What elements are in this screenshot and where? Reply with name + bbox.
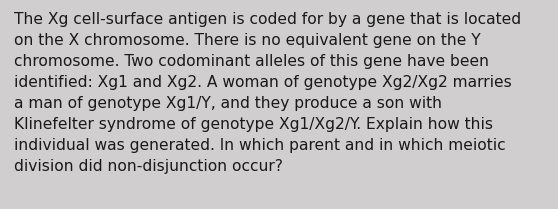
Text: The Xg cell-surface antigen is coded for by a gene that is located
on the X chro: The Xg cell-surface antigen is coded for… (14, 12, 521, 174)
